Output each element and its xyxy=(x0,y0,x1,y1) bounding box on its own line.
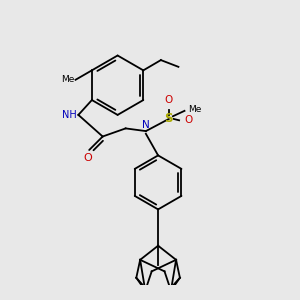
Text: O: O xyxy=(184,115,193,125)
Text: NH: NH xyxy=(62,110,77,120)
Text: Me: Me xyxy=(188,105,201,114)
Text: S: S xyxy=(165,112,173,125)
Text: O: O xyxy=(83,153,92,163)
Text: N: N xyxy=(142,120,150,130)
Text: O: O xyxy=(165,95,173,105)
Text: Me: Me xyxy=(61,75,74,84)
